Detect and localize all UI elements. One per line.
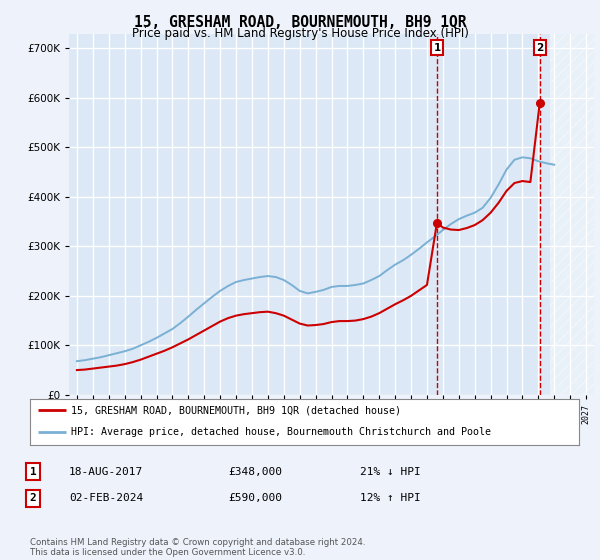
Text: £348,000: £348,000 xyxy=(228,466,282,477)
Text: 2: 2 xyxy=(29,493,37,503)
Text: 02-FEB-2024: 02-FEB-2024 xyxy=(69,493,143,503)
Text: Contains HM Land Registry data © Crown copyright and database right 2024.
This d: Contains HM Land Registry data © Crown c… xyxy=(30,538,365,557)
Text: 1: 1 xyxy=(29,466,37,477)
Text: £590,000: £590,000 xyxy=(228,493,282,503)
Text: 15, GRESHAM ROAD, BOURNEMOUTH, BH9 1QR (detached house): 15, GRESHAM ROAD, BOURNEMOUTH, BH9 1QR (… xyxy=(71,405,401,416)
Text: HPI: Average price, detached house, Bournemouth Christchurch and Poole: HPI: Average price, detached house, Bour… xyxy=(71,427,491,437)
Text: 2: 2 xyxy=(536,43,544,53)
Bar xyxy=(550,34,594,395)
Text: 15, GRESHAM ROAD, BOURNEMOUTH, BH9 1QR: 15, GRESHAM ROAD, BOURNEMOUTH, BH9 1QR xyxy=(134,15,466,30)
Text: 12% ↑ HPI: 12% ↑ HPI xyxy=(360,493,421,503)
Text: 18-AUG-2017: 18-AUG-2017 xyxy=(69,466,143,477)
Text: 21% ↓ HPI: 21% ↓ HPI xyxy=(360,466,421,477)
Text: Price paid vs. HM Land Registry's House Price Index (HPI): Price paid vs. HM Land Registry's House … xyxy=(131,27,469,40)
Text: 1: 1 xyxy=(433,43,440,53)
